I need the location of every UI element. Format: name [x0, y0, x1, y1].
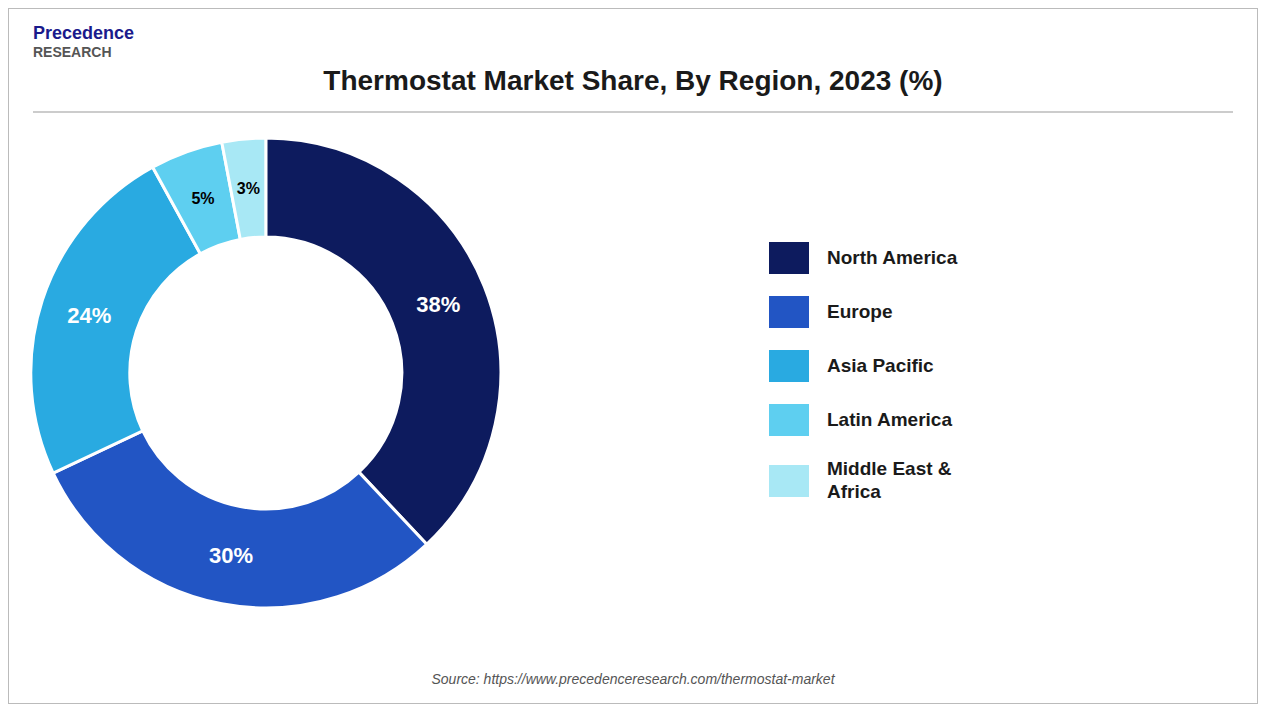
html-text:North America: North America — [827, 246, 958, 268]
html-text:Europe: Europe — [827, 300, 893, 322]
svg-text:38%: 38% — [416, 292, 460, 317]
svg-text:3%: 3% — [237, 180, 260, 197]
html-text:RESEARCH: RESEARCH — [33, 44, 112, 60]
html-text:Thermostat Market Share, By Re: Thermostat Market Share, By Region, 2023… — [323, 65, 943, 96]
html-text:Latin America: Latin America — [827, 408, 952, 430]
svg-text:5%: 5% — [191, 190, 214, 207]
html-text:Precedence: Precedence — [33, 23, 135, 43]
svg-text:30%: 30% — [209, 543, 253, 568]
html-text:Middle East & Africa: Middle East & Africa — [827, 458, 952, 502]
svg-text:24%: 24% — [67, 303, 111, 328]
html-text:Asia Pacific: Asia Pacific — [827, 354, 934, 376]
html-text:Source: https://www.precedence: Source: https://www.precedenceresearch.c… — [431, 671, 835, 687]
